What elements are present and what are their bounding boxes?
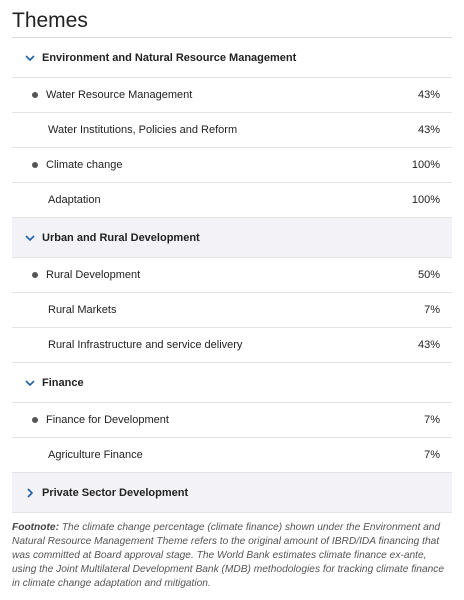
- theme-item: Water Resource Management 43%: [12, 78, 452, 113]
- theme-item: Rural Development 50%: [12, 258, 452, 293]
- footnote: Footnote: The climate change percentage …: [12, 521, 452, 591]
- theme-item: Climate change 100%: [12, 148, 452, 183]
- themes-list: Environment and Natural Resource Managem…: [12, 38, 452, 513]
- item-label: Climate change: [46, 159, 123, 171]
- item-label: Finance for Development: [46, 414, 169, 426]
- chevron-right-icon: [27, 487, 34, 498]
- item-value: 50%: [417, 269, 440, 281]
- group-environment[interactable]: Environment and Natural Resource Managem…: [12, 38, 452, 78]
- subitem-value: 7%: [424, 304, 440, 316]
- footnote-text: The climate change percentage (climate f…: [12, 522, 445, 589]
- chevron-down-icon: [25, 234, 35, 241]
- item-value: 43%: [417, 89, 440, 101]
- group-label: Finance: [42, 376, 84, 389]
- group-urban-rural[interactable]: Urban and Rural Development: [12, 218, 452, 258]
- bullet-icon: [32, 272, 38, 278]
- subitem-value: 43%: [417, 124, 440, 136]
- bullet-icon: [32, 162, 38, 168]
- theme-subitem: Agriculture Finance 7%: [12, 438, 452, 473]
- bullet-icon: [32, 417, 38, 423]
- theme-subitem: Rural Markets 7%: [12, 293, 452, 328]
- group-label: Urban and Rural Development: [42, 231, 200, 244]
- chevron-down-icon: [25, 54, 35, 61]
- subitem-label: Adaptation: [48, 194, 101, 206]
- subitem-label: Agriculture Finance: [48, 449, 143, 461]
- footnote-label: Footnote:: [12, 522, 59, 533]
- group-label: Private Sector Development: [42, 486, 189, 499]
- bullet-icon: [32, 92, 38, 98]
- group-label: Environment and Natural Resource Managem…: [42, 51, 297, 64]
- theme-item: Finance for Development 7%: [12, 403, 452, 438]
- chevron-down-icon: [25, 379, 35, 386]
- subitem-value: 100%: [411, 194, 440, 206]
- item-value: 100%: [411, 159, 440, 171]
- subitem-label: Rural Markets: [48, 304, 117, 316]
- theme-subitem: Water Institutions, Policies and Reform …: [12, 113, 452, 148]
- group-private-sector[interactable]: Private Sector Development: [12, 473, 452, 513]
- item-label: Water Resource Management: [46, 89, 193, 101]
- subitem-value: 43%: [417, 339, 440, 351]
- subitem-label: Rural Infrastructure and service deliver…: [48, 339, 243, 351]
- theme-subitem: Rural Infrastructure and service deliver…: [12, 328, 452, 363]
- page-title: Themes: [12, 0, 452, 38]
- theme-subitem: Adaptation 100%: [12, 183, 452, 218]
- group-finance[interactable]: Finance: [12, 363, 452, 403]
- item-label: Rural Development: [46, 269, 141, 281]
- subitem-label: Water Institutions, Policies and Reform: [48, 124, 238, 136]
- item-value: 7%: [424, 414, 440, 426]
- subitem-value: 7%: [424, 449, 440, 461]
